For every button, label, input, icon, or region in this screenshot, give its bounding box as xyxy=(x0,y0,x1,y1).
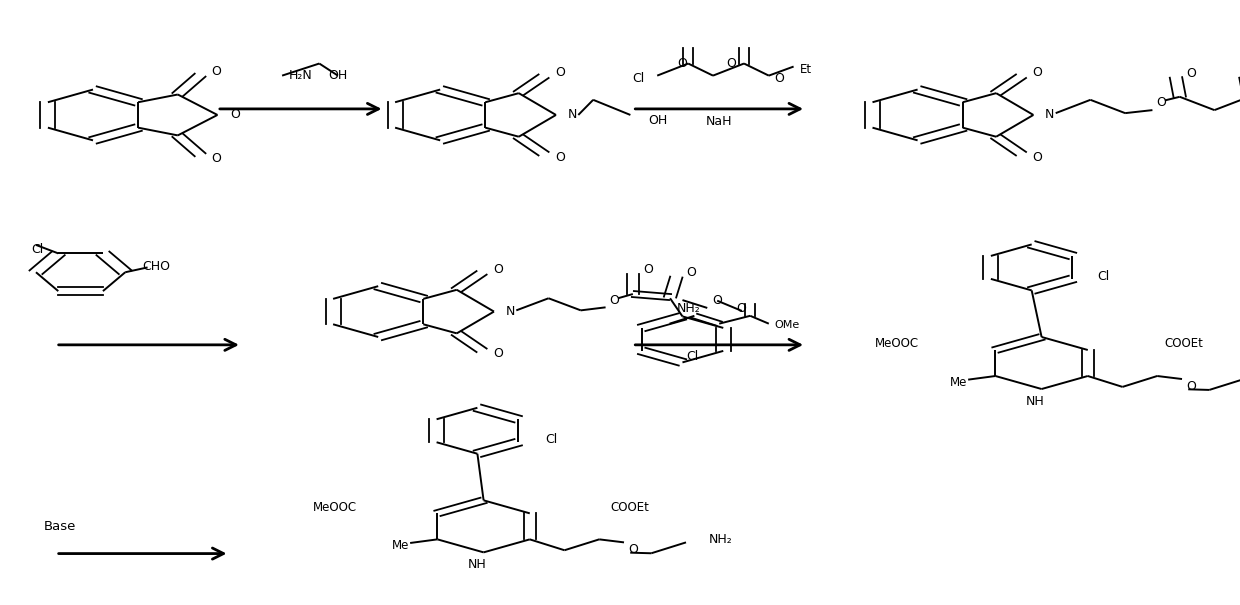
Text: O: O xyxy=(211,65,221,78)
Text: OH: OH xyxy=(649,114,667,128)
Text: O: O xyxy=(642,263,652,276)
Text: Me: Me xyxy=(950,376,967,388)
Text: O: O xyxy=(1185,67,1195,80)
Text: H₂N: H₂N xyxy=(289,69,312,82)
Text: Cl: Cl xyxy=(632,72,645,85)
Text: O: O xyxy=(686,266,696,280)
Text: O: O xyxy=(627,543,637,556)
Text: O: O xyxy=(727,57,737,70)
Text: OMe: OMe xyxy=(775,320,800,330)
Text: Cl: Cl xyxy=(31,243,43,256)
Text: O: O xyxy=(737,302,746,315)
Text: O: O xyxy=(712,294,722,307)
Text: MeOOC: MeOOC xyxy=(874,338,919,350)
Text: O: O xyxy=(554,151,564,164)
Text: O: O xyxy=(229,108,239,122)
Text: Cl: Cl xyxy=(686,350,698,364)
Text: NH₂: NH₂ xyxy=(709,534,733,546)
Text: O: O xyxy=(1032,66,1042,79)
Text: O: O xyxy=(492,263,502,276)
Text: O: O xyxy=(774,72,784,85)
Text: O: O xyxy=(677,57,687,70)
Text: Et: Et xyxy=(800,63,812,76)
Text: O: O xyxy=(211,152,221,165)
Text: O: O xyxy=(492,347,502,361)
Text: N: N xyxy=(568,108,577,122)
Text: O: O xyxy=(1185,380,1195,393)
Text: COOEt: COOEt xyxy=(1164,338,1204,350)
Text: Cl: Cl xyxy=(546,433,558,446)
Text: NH: NH xyxy=(467,558,487,571)
Text: O: O xyxy=(1156,96,1166,110)
Text: N: N xyxy=(1045,108,1054,122)
Text: N: N xyxy=(506,305,515,318)
Text: O: O xyxy=(1032,151,1042,164)
Text: NH₂: NH₂ xyxy=(676,302,701,315)
Text: NH: NH xyxy=(1025,394,1045,408)
Text: MeOOC: MeOOC xyxy=(312,501,357,514)
Text: OH: OH xyxy=(329,69,347,82)
Text: O: O xyxy=(554,66,564,79)
Text: Base: Base xyxy=(43,520,76,533)
Text: NaH: NaH xyxy=(706,114,733,128)
Text: COOEt: COOEt xyxy=(610,501,650,514)
Text: CHO: CHO xyxy=(143,260,170,273)
Text: Cl: Cl xyxy=(1097,270,1110,283)
Text: O: O xyxy=(609,293,619,307)
Text: Me: Me xyxy=(392,539,409,552)
